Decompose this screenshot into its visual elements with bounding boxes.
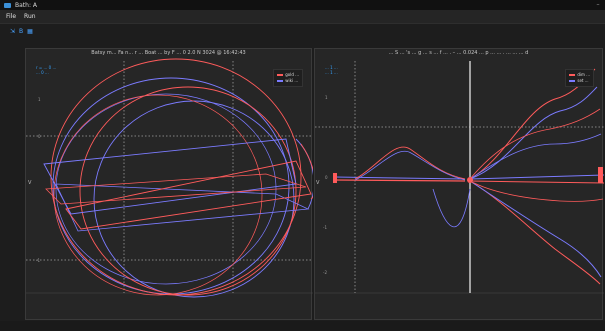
menu-file[interactable]: File <box>6 13 17 20</box>
left-red-loop-2 <box>79 86 297 296</box>
right-right-spike <box>598 167 603 183</box>
left-info-line-1: r = ... 0 ... <box>36 65 57 70</box>
right-red-down-1 <box>469 180 601 285</box>
status-bar <box>0 321 605 331</box>
right-plot-info: ... 1 ... ... 1 ... <box>325 65 338 75</box>
menu-run[interactable]: Run <box>24 13 36 20</box>
menu-bar: File Run <box>0 10 605 24</box>
right-legend-label-1: dim ... <box>577 72 590 77</box>
right-red-down-2 <box>469 180 604 202</box>
right-blue-flat <box>469 174 604 180</box>
left-info-line-2: ... 0 ... <box>36 70 49 75</box>
right-legend-swatch-1 <box>569 74 576 76</box>
right-center-cluster <box>467 177 473 183</box>
plots-area: Batsy m... Fa n... r ... Boat ... by F .… <box>25 48 605 320</box>
right-legend-swatch-2 <box>569 80 576 82</box>
left-ytick-2: 0 <box>38 134 41 139</box>
right-info-line-2: ... 1 ... <box>325 70 338 75</box>
right-blue-up-2 <box>469 133 602 180</box>
left-blue-edge <box>295 138 313 210</box>
right-legend-row-1: dim ... <box>569 72 590 78</box>
left-plot-title: Batsy m... Fa n... r ... Boat ... by F .… <box>91 50 246 56</box>
right-ytick-1: 1 <box>325 95 328 100</box>
right-ytick-3: -1 <box>323 225 327 230</box>
left-plot-info: r = ... 0 ... ... 0 ... <box>36 65 56 75</box>
right-blue-up-1 <box>469 86 598 180</box>
right-plot-panel: ... S ... 's ... g ... s ... f ... . – .… <box>314 48 604 320</box>
left-legend-label-1: gold ... <box>285 72 299 77</box>
left-legend-row-1: gold ... <box>277 72 299 78</box>
right-blue-dip <box>432 188 471 228</box>
right-ylabel: V <box>316 180 320 186</box>
window-title: Bath: A <box>15 1 37 9</box>
right-legend-row-2: set ... <box>569 78 590 84</box>
right-red-flat <box>469 180 604 184</box>
left-legend-swatch-2 <box>277 80 284 82</box>
right-blue-baseline <box>334 176 466 180</box>
left-red-loop-3 <box>53 94 263 296</box>
title-bar: Bath: A – <box>0 0 605 10</box>
left-legend-row-2: wiki ... <box>277 78 299 84</box>
app-icon <box>4 2 11 8</box>
right-red-hump <box>354 146 466 180</box>
right-red-up-2 <box>469 108 601 180</box>
left-legend: gold ... wiki ... <box>273 69 303 87</box>
left-plot-panel: Batsy m... Fa n... r ... Boat ... by F .… <box>25 48 313 320</box>
left-legend-swatch-1 <box>277 74 284 76</box>
left-ylabel: V <box>28 180 32 186</box>
left-ytick-3: -1 <box>36 258 40 263</box>
left-legend-label-2: wiki ... <box>285 78 299 83</box>
right-ytick-4: -2 <box>323 270 327 275</box>
left-plot-svg: 1 0 -1 V <box>26 58 313 298</box>
left-red-edge <box>300 143 313 200</box>
toolbar: ⇲ B ▦ <box>0 24 605 39</box>
toolbar-label[interactable]: B <box>19 28 24 35</box>
left-blue-band-2 <box>55 183 310 232</box>
pin-icon[interactable]: ⇲ <box>10 28 16 35</box>
grid-icon[interactable]: ▦ <box>27 28 33 35</box>
right-info-line-1: ... 1 ... <box>325 65 338 70</box>
right-blue-down-1 <box>469 180 602 278</box>
right-left-spike <box>333 173 337 183</box>
right-legend-label-2: set ... <box>577 78 589 83</box>
right-legend: dim ... set ... <box>565 69 594 87</box>
left-red-band-2 <box>45 173 307 205</box>
right-plot-svg: 1 0 -1 -2 V <box>315 61 604 294</box>
right-plot-title: ... S ... 's ... g ... s ... f ... . – .… <box>388 50 529 56</box>
right-red-baseline <box>334 179 466 182</box>
minimize-button[interactable]: – <box>596 1 600 8</box>
right-ytick-2: 0 <box>325 175 328 180</box>
left-ytick-1: 1 <box>38 97 41 102</box>
right-blue-hump <box>354 150 466 181</box>
